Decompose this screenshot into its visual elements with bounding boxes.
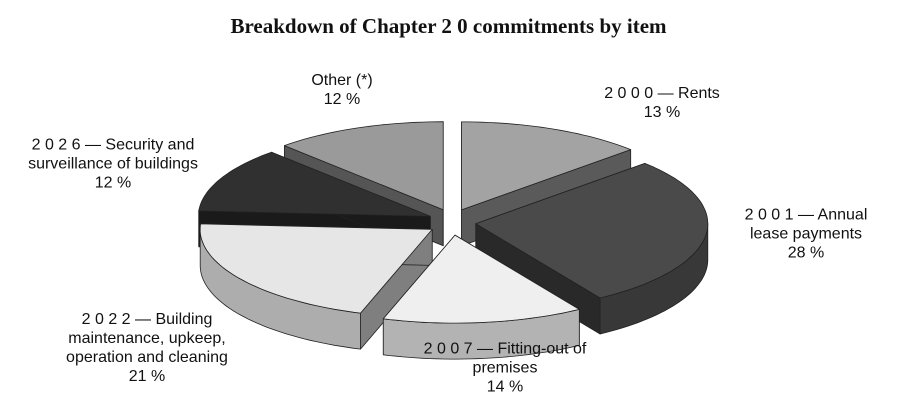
- slice-top: [199, 223, 433, 314]
- category-label: 2 0 2 2 — Building maintenance, upkeep, …: [66, 311, 228, 366]
- slice-label: 2 0 0 1 — Annual lease payments 28 %: [731, 206, 881, 263]
- category-label: 2 0 2 6 — Security and surveillance of b…: [28, 136, 198, 173]
- slice-label: 2 0 0 0 — Rents 13 %: [562, 84, 762, 122]
- value-label: 13 %: [643, 104, 681, 121]
- value-label: 12 %: [323, 91, 361, 108]
- value-label: 12 %: [94, 174, 132, 192]
- value-label: 28 %: [787, 244, 825, 262]
- category-label: 2 0 0 1 — Annual lease payments: [744, 206, 868, 243]
- category-label: 2 0 0 0 — Rents: [604, 85, 720, 102]
- category-label: Other (*): [311, 72, 373, 89]
- slice-top: [461, 121, 632, 211]
- slice-label: 2 0 0 7 — Fitting-out of premises 14 %: [415, 340, 595, 397]
- slice-top: [475, 163, 709, 299]
- value-label: 14 %: [486, 378, 524, 396]
- slice-top: [382, 234, 580, 324]
- chart-title: Breakdown of Chapter 2 0 commitments by …: [230, 14, 667, 38]
- slice-label: 2 0 2 2 — Building maintenance, upkeep, …: [60, 310, 235, 386]
- category-label: 2 0 0 7 — Fitting-out of premises: [423, 340, 587, 377]
- value-label: 21 %: [128, 368, 166, 385]
- slice-top: [198, 151, 431, 217]
- slice-label: Other (*) 12 %: [282, 71, 402, 109]
- slice-top: [284, 121, 444, 211]
- slice-label: 2 0 2 6 — Security and surveillance of b…: [13, 136, 213, 193]
